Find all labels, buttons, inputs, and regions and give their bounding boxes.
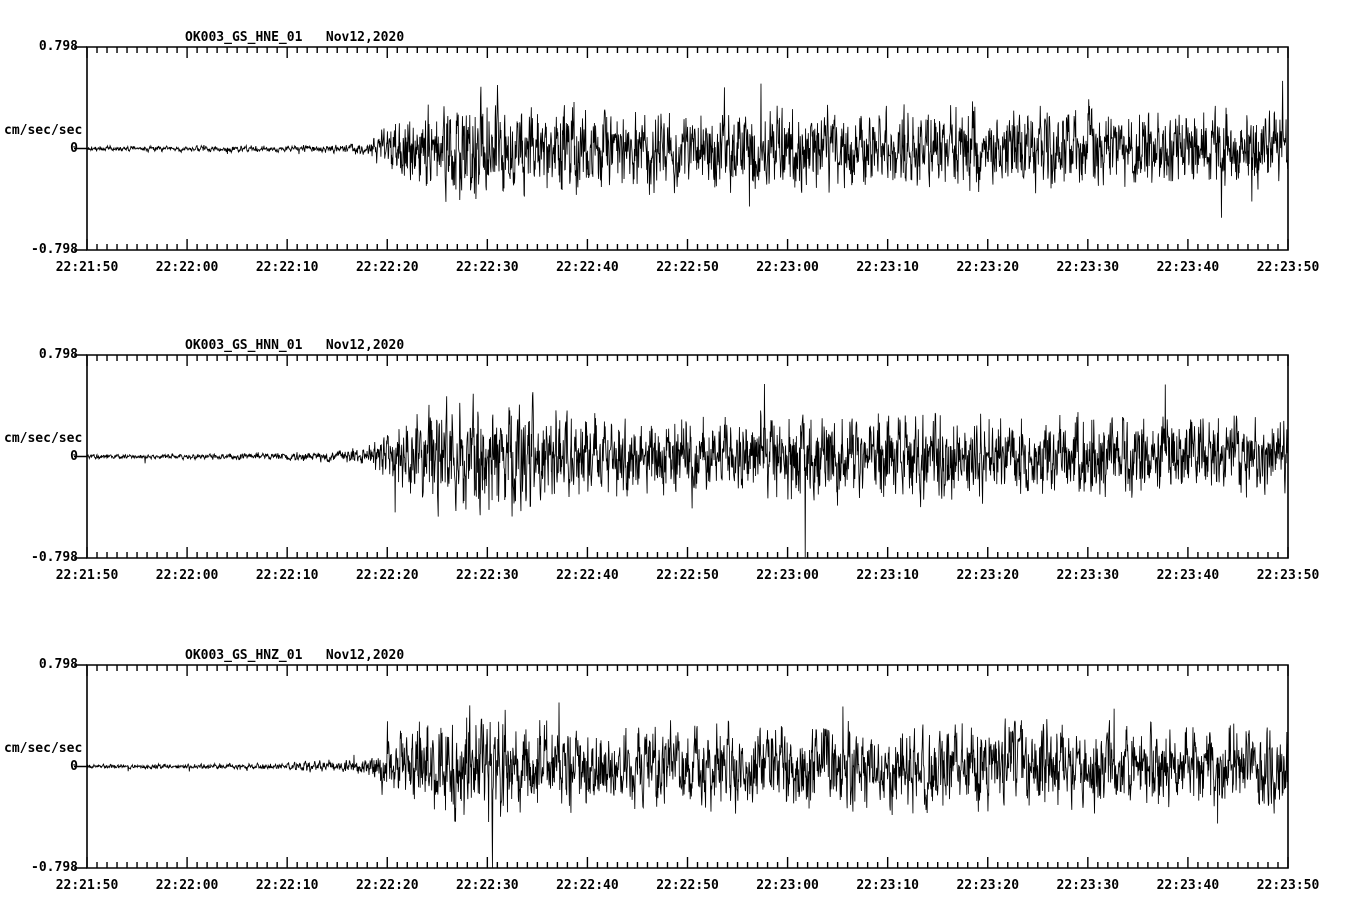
x-tick-label: 22:23:10: [856, 260, 919, 275]
y-axis-unit-label: cm/sec/sec: [4, 740, 83, 756]
x-tick-label: 22:23:50: [1256, 568, 1320, 583]
plot-area: [74, 664, 1289, 869]
x-tick-label: 22:22:10: [255, 878, 319, 893]
panel-title: OK003_GS_HNN_01 Nov12,2020: [185, 338, 405, 353]
x-tick-label: 22:23:50: [1256, 878, 1320, 893]
y-tick-label: -0.798: [31, 242, 78, 257]
waveform-trace: [86, 80, 1289, 218]
y-tick-label: -0.798: [31, 550, 78, 565]
y-tick-label: 0.798: [38, 657, 78, 672]
y-axis-unit-label: cm/sec/sec: [4, 430, 83, 446]
x-tick-label: 22:23:40: [1156, 568, 1220, 583]
waveform-trace: [86, 384, 1289, 558]
panel-title: OK003_GS_HNZ_01 Nov12,2020: [185, 648, 405, 663]
x-tick-label: 22:23:00: [756, 878, 819, 893]
x-tick-label: 22:22:20: [355, 568, 419, 583]
x-tick-label: 22:22:50: [656, 878, 719, 893]
x-tick-label: 22:22:50: [656, 260, 719, 275]
x-tick-label: 22:22:30: [456, 568, 519, 583]
x-tick-label: 22:21:50: [55, 878, 119, 893]
x-tick-label: 22:22:40: [556, 568, 619, 583]
x-tick-label: 22:23:10: [856, 568, 919, 583]
x-tick-label: 22:22:30: [456, 260, 519, 275]
x-tick-label: 22:22:30: [456, 878, 519, 893]
x-tick-label: 22:22:00: [155, 260, 219, 275]
plot-area: [74, 46, 1289, 251]
panel-title: OK003_GS_HNE_01 Nov12,2020: [185, 30, 405, 45]
x-tick-label: 22:22:50: [656, 568, 719, 583]
y-axis-ticks: [74, 46, 87, 251]
y-tick-label: -0.798: [31, 860, 78, 875]
x-tick-label: 22:23:00: [756, 260, 819, 275]
x-tick-label: 22:22:40: [556, 260, 619, 275]
x-tick-label: 22:23:40: [1156, 878, 1220, 893]
x-tick-label: 22:22:20: [355, 260, 419, 275]
x-tick-label: 22:23:00: [756, 568, 819, 583]
x-tick-label: 22:23:40: [1156, 260, 1220, 275]
x-tick-label: 22:23:20: [956, 878, 1020, 893]
y-axis-unit-label: cm/sec/sec: [4, 122, 83, 138]
x-tick-label: 22:23:30: [1056, 260, 1120, 275]
x-axis-ticks: [86, 47, 1289, 250]
x-tick-label: 22:21:50: [55, 260, 119, 275]
x-tick-label: 22:22:00: [155, 878, 219, 893]
x-tick-label: 22:22:00: [155, 568, 219, 583]
y-axis-ticks: [74, 664, 87, 869]
x-axis-ticks: [86, 355, 1289, 558]
y-axis-ticks: [74, 354, 87, 559]
y-tick-label: 0.798: [38, 347, 78, 362]
plot-area: [74, 354, 1289, 559]
x-tick-label: 22:23:30: [1056, 878, 1120, 893]
x-tick-label: 22:22:40: [556, 878, 619, 893]
waveform-trace: [86, 702, 1289, 869]
x-tick-label: 22:23:10: [856, 878, 919, 893]
x-tick-label: 22:22:10: [255, 568, 319, 583]
x-axis-ticks: [86, 665, 1289, 868]
x-tick-label: 22:23:20: [956, 568, 1020, 583]
x-tick-label: 22:23:50: [1256, 260, 1320, 275]
x-tick-label: 22:22:10: [255, 260, 319, 275]
x-tick-label: 22:23:20: [956, 260, 1020, 275]
x-tick-label: 22:22:20: [355, 878, 419, 893]
y-tick-label: 0.798: [38, 39, 78, 54]
x-tick-label: 22:21:50: [55, 568, 119, 583]
x-tick-label: 22:23:30: [1056, 568, 1120, 583]
